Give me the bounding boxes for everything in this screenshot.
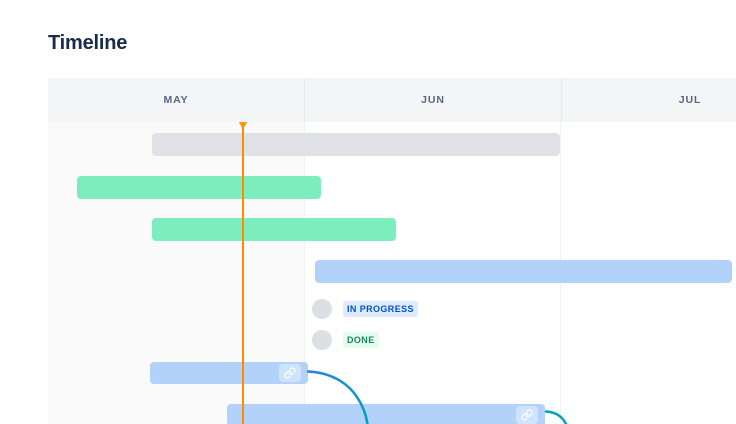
status-row-done: DONE (312, 330, 379, 350)
month-label: JUN (421, 94, 445, 106)
gantt-bar-blue-1[interactable] (315, 260, 732, 283)
month-header-jul: JUL (561, 78, 736, 122)
dependency-link-icon[interactable] (279, 364, 301, 382)
month-label: MAY (163, 94, 189, 106)
link-icon-glyph (284, 367, 296, 379)
month-header-jun: JUN (304, 78, 561, 122)
status-badge-done: DONE (343, 332, 379, 348)
status-badge-in-progress: IN PROGRESS (343, 301, 418, 317)
avatar-placeholder (312, 330, 332, 350)
link-icon-glyph (521, 409, 533, 421)
gridline-jun (304, 122, 305, 424)
gantt-bar-green-2[interactable] (152, 218, 396, 241)
gantt-bar-blue-2[interactable] (150, 362, 308, 384)
timeline-month-header: MAY JUN JUL (48, 78, 736, 122)
gantt-bar-green-1[interactable] (77, 176, 321, 199)
avatar-placeholder (312, 299, 332, 319)
dependency-link-icon[interactable] (516, 406, 538, 424)
gantt-bar-gray[interactable] (152, 133, 560, 156)
month-label: JUL (678, 94, 702, 106)
status-row-in-progress: IN PROGRESS (312, 299, 418, 319)
month-header-may: MAY (48, 78, 304, 122)
page-title: Timeline (48, 32, 128, 54)
gantt-bar-blue-3[interactable] (227, 404, 545, 424)
